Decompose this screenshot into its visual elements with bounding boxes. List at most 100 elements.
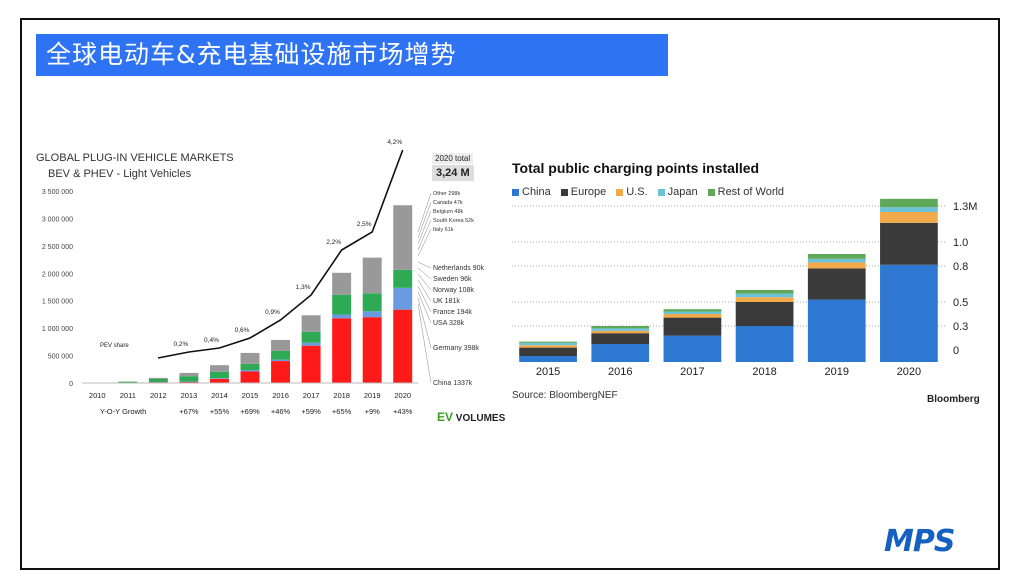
bar-segment — [880, 198, 938, 208]
bar-segment — [393, 269, 413, 288]
bar-segment — [519, 347, 577, 356]
ev-volumes-logo: EV VOLUMES — [437, 410, 506, 424]
bar-segment — [362, 311, 382, 318]
y-tick-label: 2 000 000 — [42, 271, 73, 278]
yoy-value: +9% — [365, 407, 381, 416]
yoy-value: +69% — [240, 407, 260, 416]
leader-line — [417, 228, 432, 257]
bar-segment — [735, 297, 794, 302]
bar-segment — [148, 377, 168, 379]
x-tick-label: 2015 — [242, 391, 259, 400]
leader-line — [417, 273, 432, 291]
bar-segment — [240, 370, 260, 372]
bar-segment — [519, 345, 577, 348]
y-tick-label: 1 000 000 — [42, 326, 73, 333]
bar-segment — [209, 378, 229, 379]
y-tick-label: 0.8 — [953, 261, 968, 273]
bar-segment — [209, 378, 229, 383]
chart2-title: Total public charging points installed — [512, 160, 760, 176]
leader-line — [417, 285, 432, 313]
bar-segment — [301, 345, 321, 383]
leader-line — [417, 267, 432, 280]
bar-segment — [332, 318, 352, 383]
country-label: USA 328k — [433, 320, 465, 327]
x-tick-label: 2011 — [120, 391, 136, 400]
leader-line — [417, 303, 432, 384]
bar-segment — [807, 299, 866, 362]
pev-share-value: 4,2% — [387, 139, 402, 146]
bar-segment — [301, 315, 321, 332]
total-label: 2020 total — [432, 153, 474, 164]
total-value: 3,24 M — [432, 165, 474, 181]
legend-us: U.S. — [616, 186, 648, 198]
mps-logo: MPS — [884, 524, 955, 559]
y-tick-label: 3 500 000 — [42, 189, 73, 196]
bar-segment — [880, 264, 938, 362]
bar-segment — [179, 372, 199, 377]
x-tick-label: 2020 — [394, 391, 411, 400]
bar-segment — [519, 341, 577, 343]
bar-segment — [807, 268, 866, 300]
leader-line — [417, 210, 432, 245]
bar-segment — [148, 378, 168, 383]
bar-segment — [663, 311, 722, 314]
chart1-title: GLOBAL PLUG-IN VEHICLE MARKETS — [36, 152, 234, 164]
leader-line — [417, 279, 432, 302]
chart1-subtitle: BEV & PHEV - Light Vehicles — [48, 168, 192, 180]
x-tick-label: 2012 — [150, 391, 167, 400]
bar-segment — [240, 363, 260, 371]
y-tick-label: 0.3 — [953, 321, 968, 333]
country-label: China 1337k — [433, 380, 473, 387]
country-label: France 194k — [433, 309, 472, 316]
bar-segment — [591, 333, 650, 344]
legend-japan: Japan — [657, 186, 698, 198]
yoy-label: Y-O-Y Growth — [100, 407, 146, 416]
bar-segment — [807, 262, 866, 269]
pev-share-value: 2,5% — [357, 221, 372, 228]
leader-line — [417, 297, 432, 349]
country-label: Norway 108k — [433, 287, 474, 294]
y-tick-label: 1.0 — [953, 237, 968, 249]
y-tick-label: 0 — [69, 381, 73, 388]
x-tick-label: 2017 — [680, 366, 704, 378]
x-tick-label: 2014 — [211, 391, 228, 400]
x-tick-label: 2019 — [364, 391, 381, 400]
bar-segment — [735, 290, 794, 294]
y-tick-label: 500 000 — [48, 354, 73, 361]
x-tick-label: 2013 — [181, 391, 198, 400]
bar-segment — [271, 339, 291, 351]
x-tick-label: 2017 — [303, 391, 320, 400]
y-tick-label: 0 — [953, 345, 959, 357]
bar-segment — [663, 314, 722, 318]
country-label: Germany 398k — [433, 345, 479, 352]
bar-segment — [179, 381, 199, 383]
x-tick-label: 2016 — [608, 366, 632, 378]
pev-share-line — [157, 149, 404, 359]
y-tick-label: 2 500 000 — [42, 244, 73, 251]
bar-segment — [209, 371, 229, 379]
bar-segment — [663, 335, 722, 362]
bloomberg-logo: Bloomberg — [927, 394, 980, 405]
bar-segment — [807, 258, 866, 263]
y-tick-label: 1.3M — [953, 201, 977, 213]
legend-europe: Europe — [560, 186, 606, 198]
country-label: Sweden 96k — [433, 276, 472, 283]
country-label: Canada 47k — [433, 200, 463, 206]
leader-line — [417, 291, 432, 324]
bar-segment — [880, 207, 938, 212]
bar-segment — [735, 326, 794, 362]
bar-segment — [118, 381, 138, 383]
bar-segment — [663, 317, 722, 336]
bar-segment — [735, 302, 794, 326]
bar-segment — [332, 272, 352, 295]
yoy-value: +67% — [179, 407, 199, 416]
leader-line — [417, 192, 432, 233]
y-tick-label: 3 000 000 — [42, 216, 73, 223]
bar-segment — [393, 205, 413, 270]
bar-segment — [362, 257, 382, 294]
bar-segment — [179, 376, 199, 382]
yoy-value: +43% — [393, 407, 413, 416]
pev-share-value: 0,2% — [173, 341, 188, 348]
bar-segment — [519, 356, 577, 362]
y-tick-label: 1 500 000 — [42, 299, 73, 306]
